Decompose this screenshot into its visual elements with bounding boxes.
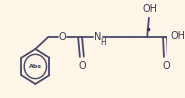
Text: OH: OH (170, 31, 185, 41)
Text: Abs: Abs (29, 64, 42, 69)
Text: O: O (58, 32, 66, 42)
Text: N: N (94, 32, 102, 42)
Text: OH: OH (142, 4, 157, 14)
Text: O: O (163, 61, 171, 71)
Text: O: O (79, 61, 87, 71)
Text: H: H (100, 38, 106, 47)
